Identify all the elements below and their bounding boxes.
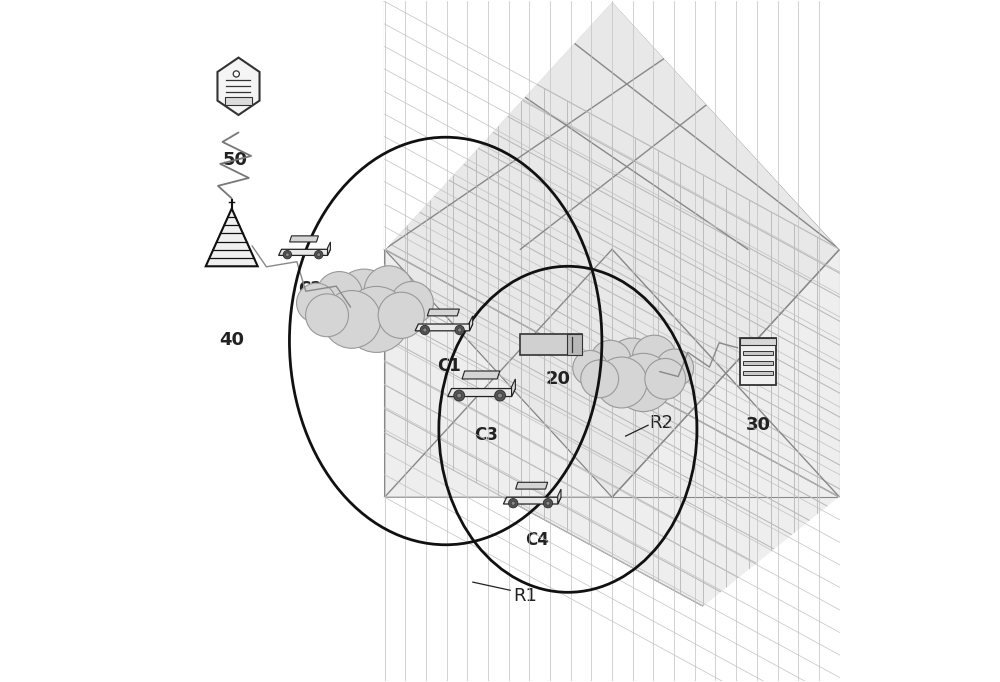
Polygon shape: [516, 482, 548, 489]
Text: 40: 40: [219, 331, 244, 349]
Bar: [743, 361, 773, 365]
Circle shape: [543, 499, 553, 508]
Text: C2: C2: [298, 280, 322, 298]
Polygon shape: [469, 316, 473, 331]
Bar: [225, 97, 252, 105]
Bar: [520, 333, 582, 355]
Polygon shape: [385, 1, 840, 681]
Polygon shape: [612, 1, 840, 250]
Text: 20: 20: [545, 370, 570, 388]
Circle shape: [344, 286, 410, 353]
Text: C1: C1: [437, 357, 461, 374]
Polygon shape: [385, 1, 612, 250]
Polygon shape: [217, 57, 260, 115]
Bar: [740, 338, 776, 385]
Circle shape: [632, 335, 676, 379]
Circle shape: [315, 250, 323, 259]
Circle shape: [581, 360, 619, 398]
Circle shape: [233, 71, 239, 77]
Circle shape: [509, 499, 518, 508]
Circle shape: [614, 353, 672, 412]
Polygon shape: [327, 242, 330, 256]
Circle shape: [495, 390, 505, 401]
Polygon shape: [415, 324, 473, 331]
Circle shape: [498, 393, 502, 398]
Text: C4: C4: [525, 531, 549, 549]
Polygon shape: [385, 497, 612, 681]
Text: R2: R2: [649, 413, 673, 432]
Polygon shape: [427, 309, 459, 316]
Polygon shape: [612, 497, 840, 681]
Circle shape: [283, 250, 292, 259]
Circle shape: [317, 253, 321, 256]
Bar: [740, 338, 776, 345]
Circle shape: [420, 325, 429, 335]
Circle shape: [511, 501, 515, 505]
Polygon shape: [290, 236, 318, 242]
Circle shape: [316, 271, 363, 318]
Circle shape: [645, 359, 686, 399]
Polygon shape: [385, 1, 840, 497]
Circle shape: [297, 283, 336, 323]
Bar: [743, 371, 773, 375]
Polygon shape: [206, 209, 258, 266]
Circle shape: [286, 253, 289, 256]
Circle shape: [378, 292, 424, 338]
Circle shape: [590, 340, 631, 381]
Text: 50: 50: [223, 151, 248, 169]
Circle shape: [457, 393, 462, 398]
Bar: [743, 351, 773, 355]
Circle shape: [454, 390, 465, 401]
Polygon shape: [385, 1, 840, 250]
Polygon shape: [385, 1, 840, 681]
Circle shape: [364, 266, 414, 315]
Circle shape: [573, 351, 608, 385]
Polygon shape: [512, 379, 515, 396]
Text: C3: C3: [474, 426, 498, 444]
Polygon shape: [558, 489, 561, 504]
Bar: [567, 333, 582, 355]
Polygon shape: [279, 250, 330, 256]
Circle shape: [546, 501, 550, 505]
Polygon shape: [612, 250, 840, 497]
Polygon shape: [612, 1, 840, 250]
Circle shape: [323, 291, 381, 349]
Polygon shape: [385, 1, 612, 250]
Polygon shape: [462, 371, 500, 379]
Circle shape: [423, 328, 427, 332]
Circle shape: [334, 269, 394, 329]
Circle shape: [458, 328, 462, 332]
Polygon shape: [448, 389, 515, 396]
Circle shape: [391, 282, 433, 325]
Polygon shape: [503, 497, 561, 504]
Text: R1: R1: [514, 587, 537, 605]
Text: 30: 30: [746, 416, 771, 434]
Circle shape: [306, 294, 348, 337]
Circle shape: [596, 357, 647, 408]
Circle shape: [656, 349, 694, 387]
Circle shape: [455, 325, 464, 335]
Circle shape: [606, 338, 659, 391]
Polygon shape: [385, 250, 612, 497]
